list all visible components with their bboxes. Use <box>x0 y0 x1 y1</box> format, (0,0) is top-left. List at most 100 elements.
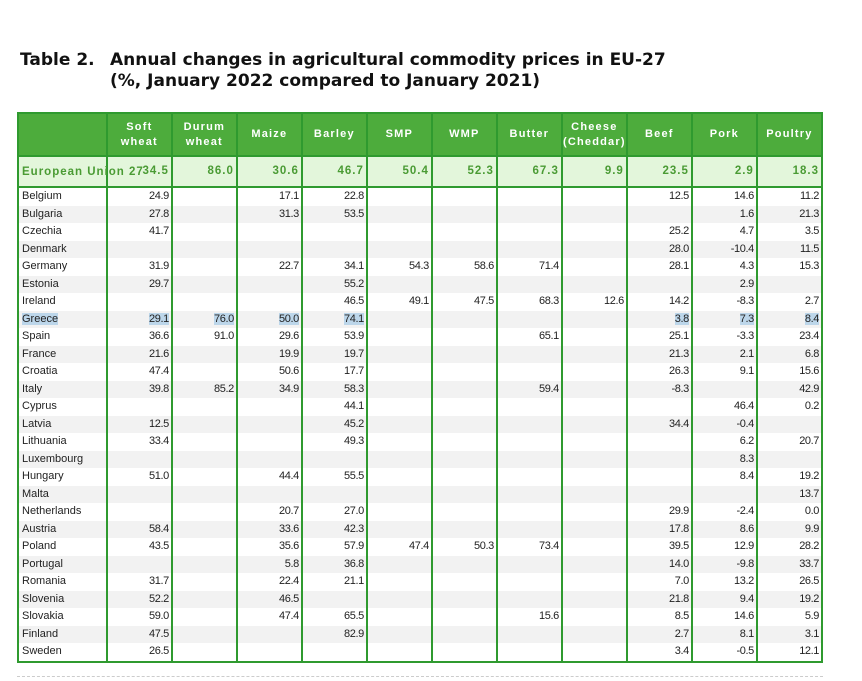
value-cell: 31.3 <box>235 205 302 223</box>
value-cell-text: 14.0 <box>669 557 689 570</box>
value-cell-text: 47.4 <box>149 365 169 378</box>
value-cell: 65.1 <box>495 328 562 346</box>
value-cell: -0.4 <box>690 415 757 433</box>
value-cell <box>430 363 497 381</box>
value-cell <box>365 415 432 433</box>
value-cell-text: 55.2 <box>344 277 364 290</box>
value-cell-text: 47.4 <box>409 540 429 553</box>
value-cell <box>365 275 432 293</box>
value-cell: 8.4 <box>755 310 822 328</box>
value-cell <box>560 503 627 521</box>
value-cell: 8.1 <box>690 625 757 643</box>
value-cell: 9.1 <box>690 363 757 381</box>
value-cell: 3.8 <box>625 310 692 328</box>
value-cell-text: 52.2 <box>149 592 169 605</box>
value-cell <box>560 433 627 451</box>
column-header: Cheese (Cheddar) <box>560 113 627 156</box>
value-cell-text: 65.1 <box>539 330 559 343</box>
value-cell-text: 33.4 <box>149 435 169 448</box>
value-cell <box>365 520 432 538</box>
value-cell: 26.5 <box>755 573 822 591</box>
country-name: Hungary <box>17 468 107 486</box>
value-cell-text: 21.6 <box>149 347 169 360</box>
value-cell-text: -8.3 <box>736 295 754 308</box>
value-cell <box>755 275 822 293</box>
value-cell <box>495 555 562 573</box>
value-cell <box>560 310 627 328</box>
value-cell-text: 23.4 <box>799 330 819 343</box>
value-cell <box>430 520 497 538</box>
value-cell: 20.7 <box>235 503 302 521</box>
table-row: Austria 58.4 33.6 42.3 17.8 8.6 9.9 <box>17 520 822 538</box>
value-cell-text: 59.0 <box>149 610 169 623</box>
value-cell-text: 5.9 <box>804 610 819 623</box>
value-cell <box>170 398 237 416</box>
country-name: Ireland <box>17 293 107 311</box>
country-name: Slovenia <box>17 590 107 608</box>
value-cell: 85.2 <box>170 380 237 398</box>
value-cell: 21.3 <box>625 345 692 363</box>
value-cell-text: -0.5 <box>736 645 754 658</box>
value-cell: 9.4 <box>690 590 757 608</box>
value-cell <box>625 485 692 503</box>
table-row: Belgium 24.9 17.1 22.8 12.5 14.6 11.2 <box>17 187 822 206</box>
value-cell <box>690 485 757 503</box>
caption-line-1: Annual changes in agricultural commodity… <box>110 50 666 70</box>
value-cell: 1.6 <box>690 205 757 223</box>
value-cell-text: 58.6 <box>474 260 494 273</box>
country-name: Luxembourg <box>17 450 107 468</box>
value-cell <box>625 398 692 416</box>
value-cell: 34.1 <box>300 258 367 276</box>
value-cell <box>235 275 302 293</box>
value-cell-text: 8.3 <box>739 452 754 465</box>
table-row: Slovakia 59.0 47.4 65.5 15.6 8.5 14.6 5.9 <box>17 608 822 626</box>
value-cell: 29.9 <box>625 503 692 521</box>
value-cell-text: 51.0 <box>149 470 169 483</box>
value-cell <box>300 240 367 258</box>
value-cell: 5.8 <box>235 555 302 573</box>
eu-value: 18.3 <box>755 155 822 188</box>
header-row: Soft wheat Durum wheat Maize Barley SMP WMP Bu… <box>17 113 822 156</box>
value-cell-text: 8.6 <box>739 522 754 535</box>
value-cell <box>365 205 432 223</box>
value-cell: 74.1 <box>300 310 367 328</box>
value-cell-text: 7.3 <box>739 312 754 325</box>
value-cell <box>170 293 237 311</box>
value-cell <box>430 503 497 521</box>
value-cell-text: 28.2 <box>799 540 819 553</box>
value-cell-text: 43.5 <box>149 540 169 553</box>
value-cell-text: 15.6 <box>799 365 819 378</box>
value-cell <box>495 643 562 662</box>
value-cell: 59.0 <box>105 608 172 626</box>
value-cell-text: 57.9 <box>344 540 364 553</box>
value-cell-text: 33.7 <box>799 557 819 570</box>
value-cell-text: 17.1 <box>279 190 299 203</box>
value-cell: -9.8 <box>690 555 757 573</box>
value-cell-text: 31.3 <box>279 207 299 220</box>
value-cell <box>430 328 497 346</box>
value-cell-text: 36.6 <box>149 330 169 343</box>
value-cell: 43.5 <box>105 538 172 556</box>
value-cell-text: 26.5 <box>149 645 169 658</box>
value-cell: 36.6 <box>105 328 172 346</box>
value-cell: 58.3 <box>300 380 367 398</box>
value-cell: 25.1 <box>625 328 692 346</box>
value-cell-text: 25.1 <box>669 330 689 343</box>
value-cell <box>430 275 497 293</box>
table-row: Slovenia 52.2 46.5 21.8 9.4 19.2 <box>17 590 822 608</box>
value-cell <box>105 293 172 311</box>
country-name: Cyprus <box>17 398 107 416</box>
value-cell-text: 14.2 <box>669 295 689 308</box>
country-name: Czechia <box>17 223 107 241</box>
value-cell-text: 3.1 <box>804 627 819 640</box>
value-cell <box>430 310 497 328</box>
value-cell-text: 20.7 <box>799 435 819 448</box>
value-cell-text: 50.6 <box>279 365 299 378</box>
value-cell: 5.9 <box>755 608 822 626</box>
value-cell: 49.3 <box>300 433 367 451</box>
value-cell <box>365 398 432 416</box>
value-cell: -8.3 <box>690 293 757 311</box>
eu-value: 86.0 <box>170 155 237 188</box>
country-name-text: Hungary <box>22 470 64 483</box>
value-cell-text: 7.0 <box>674 575 689 588</box>
